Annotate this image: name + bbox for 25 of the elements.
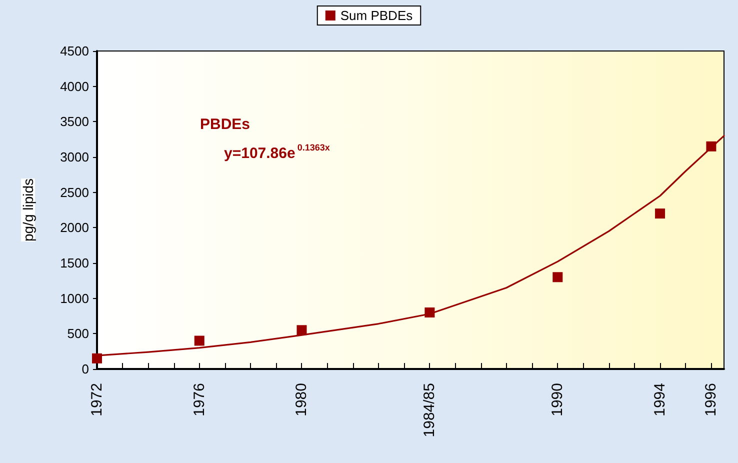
point (194, 336, 204, 346)
legend-label: Sum PBDEs (340, 8, 414, 23)
point (552, 272, 563, 282)
y-tick-label: 0 (82, 362, 89, 376)
x-tick-label: 1976 (190, 383, 208, 416)
point (296, 325, 307, 336)
y-tick-label: 1000 (60, 290, 89, 306)
y-tick-label: 3500 (60, 114, 89, 130)
x-tick-label: 1990 (549, 383, 566, 416)
y-tick-label: 4000 (60, 78, 89, 94)
y-tick-label: 500 (67, 326, 89, 342)
y-axis-title: pg/g lipids (20, 178, 36, 242)
x-tick-label: 1994 (652, 383, 669, 416)
x-tick-label: 1972 (88, 383, 106, 416)
point (92, 353, 102, 364)
x-tick-label: 1980 (293, 383, 310, 416)
y-tick-label: 2000 (60, 220, 89, 236)
y-tick-label: 1500 (60, 256, 89, 270)
x-tick-label: 1996 (702, 383, 720, 416)
point (655, 208, 666, 219)
y-tick-label: 2500 (60, 184, 89, 200)
x-tick-label: 1984/85 (421, 383, 438, 438)
annotation: PBDEs (200, 116, 250, 133)
y-tick-label: 4500 (60, 44, 89, 58)
y-tick-label: 3000 (60, 150, 89, 164)
